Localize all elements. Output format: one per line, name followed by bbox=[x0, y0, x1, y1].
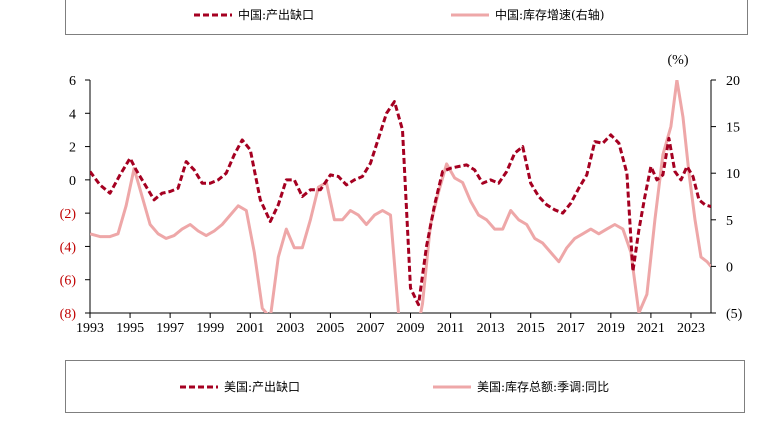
legend-bottom: 美国:产出缺口 美国:库存总额:季调:同比 bbox=[65, 360, 745, 413]
legend-label: 中国:产出缺口 bbox=[238, 8, 315, 22]
series-line-inventory-growth bbox=[90, 80, 711, 313]
legend-label: 中国:库存增速(右轴) bbox=[495, 8, 605, 22]
y-left-tick-label: 6 bbox=[69, 74, 76, 89]
x-tick-label: 2023 bbox=[677, 321, 705, 336]
x-tick-label: 2005 bbox=[316, 321, 344, 336]
x-tick-label: 2011 bbox=[437, 321, 464, 336]
legend-item-china-output-gap: 中国:产出缺口 bbox=[194, 6, 314, 23]
x-tick-label: 2007 bbox=[356, 321, 384, 336]
x-tick-label: 2017 bbox=[557, 321, 585, 336]
solid-line-icon bbox=[433, 385, 471, 388]
solid-line-icon bbox=[451, 13, 489, 16]
y-left-tick-label: (6) bbox=[60, 274, 77, 289]
y-left-tick-label: 2 bbox=[69, 141, 76, 156]
legend-top: 中国:产出缺口 中国:库存增速(右轴) bbox=[65, 0, 748, 35]
legend-label: 美国:库存总额:季调:同比 bbox=[477, 380, 610, 394]
legend-item-us-inventory-yoy: 美国:库存总额:季调:同比 bbox=[433, 378, 609, 395]
x-tick-label: 1997 bbox=[156, 321, 184, 336]
legend-item-us-output-gap: 美国:产出缺口 bbox=[180, 378, 300, 395]
dashed-line-icon bbox=[194, 13, 232, 16]
y-right-tick-label: 5 bbox=[726, 214, 733, 229]
y-left-tick-label: (2) bbox=[60, 207, 77, 222]
y-left-tick-label: 4 bbox=[69, 107, 76, 122]
y-right-tick-label: 15 bbox=[726, 121, 740, 136]
x-tick-label: 2013 bbox=[477, 321, 505, 336]
series-line-output-gap bbox=[90, 100, 711, 307]
y-right-tick-label: 10 bbox=[726, 167, 740, 182]
x-tick-label: 2015 bbox=[517, 321, 545, 336]
legend-label: 美国:产出缺口 bbox=[224, 380, 301, 394]
x-tick-label: 1999 bbox=[196, 321, 224, 336]
y-right-tick-label: (5) bbox=[726, 307, 743, 322]
y-left-tick-label: (4) bbox=[60, 240, 77, 255]
legend-item-china-inventory-growth: 中国:库存增速(右轴) bbox=[451, 6, 604, 23]
x-tick-label: 1995 bbox=[116, 321, 144, 336]
x-tick-label: 2019 bbox=[597, 321, 625, 336]
dashed-line-icon bbox=[180, 385, 218, 388]
y-right-tick-label: 0 bbox=[726, 260, 733, 275]
x-tick-label: 2021 bbox=[637, 321, 665, 336]
y-right-unit-label: (%) bbox=[668, 53, 689, 68]
y-right-tick-label: 20 bbox=[726, 74, 740, 89]
y-left-tick-label: (8) bbox=[60, 307, 77, 322]
x-tick-label: 2009 bbox=[397, 321, 425, 336]
y-left-tick-label: 0 bbox=[69, 174, 76, 189]
x-tick-label: 2001 bbox=[236, 321, 264, 336]
x-tick-label: 2003 bbox=[276, 321, 304, 336]
x-tick-label: 1993 bbox=[76, 321, 104, 336]
